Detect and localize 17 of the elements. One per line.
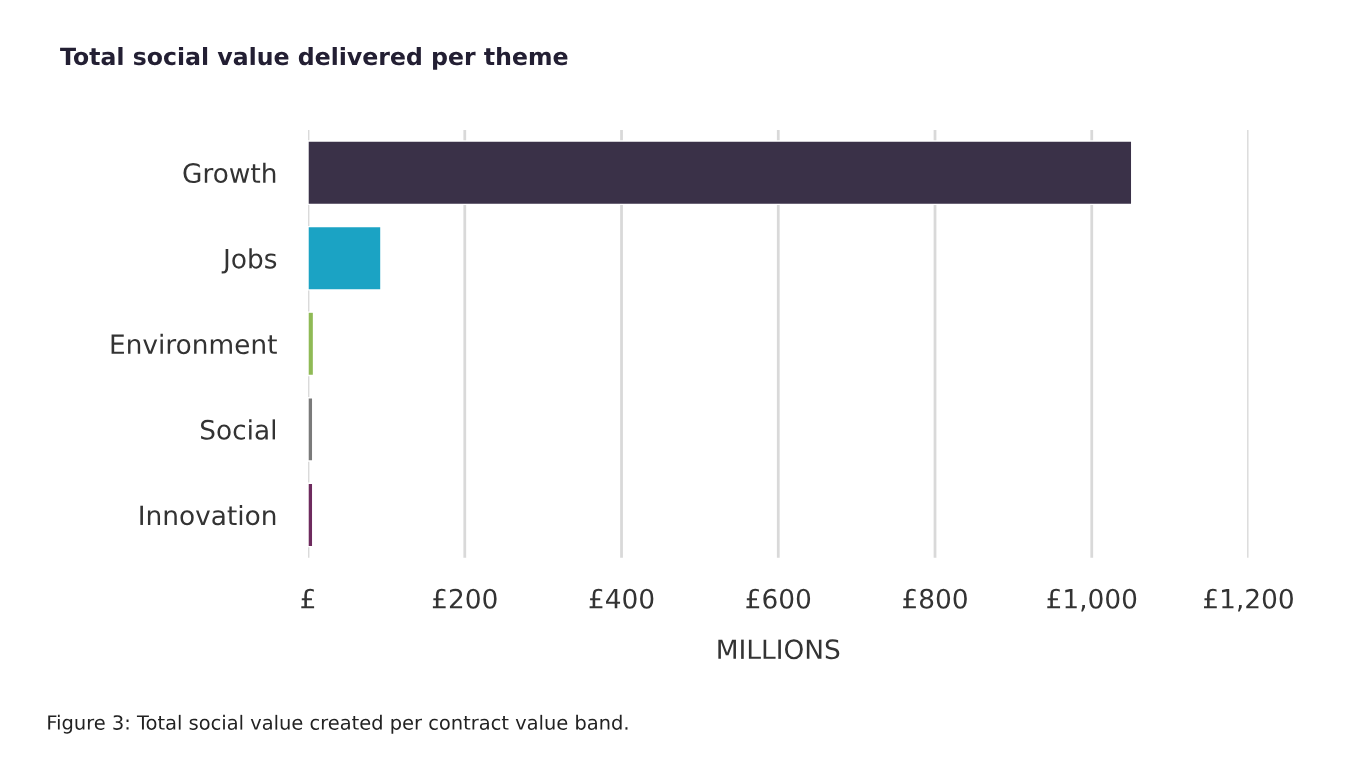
chart-title: Total social value delivered per theme: [60, 47, 568, 70]
bar: [308, 140, 1133, 206]
y-tick-label: Jobs: [221, 248, 277, 274]
x-tick-label: £600: [746, 588, 811, 609]
x-tick-label: £200: [432, 588, 497, 609]
x-axis-title: MILLIONS: [718, 639, 840, 660]
x-tick-label: £400: [589, 588, 654, 609]
x-tick-label: £800: [903, 588, 967, 609]
caption: Figure 3: Total social value created per contract value band.: [48, 714, 628, 734]
x-tick-label: £1,000: [1047, 588, 1137, 612]
y-tick-label: Growth: [183, 162, 276, 184]
y-tick-label: Social: [200, 419, 275, 440]
y-tick-label: Innovation: [140, 504, 276, 526]
y-tick-label: Environment: [111, 333, 277, 355]
x-tick-label: £: [301, 588, 315, 609]
x-tick-label: £1,200: [1204, 588, 1293, 612]
bar: [308, 225, 382, 291]
